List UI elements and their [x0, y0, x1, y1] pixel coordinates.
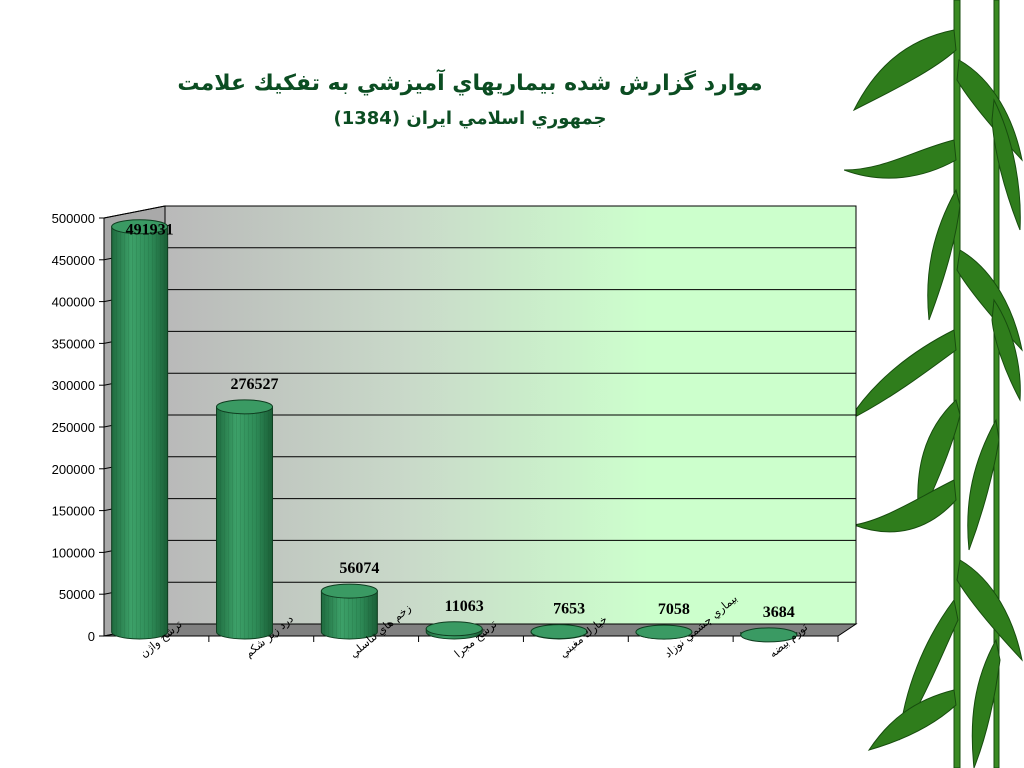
y-tick-label: 0	[88, 629, 95, 644]
bar-top	[530, 624, 588, 640]
y-tick-label: 150000	[52, 504, 95, 519]
data-label: 491931	[126, 222, 174, 239]
bar-top	[635, 624, 693, 640]
bar-top	[216, 399, 274, 415]
data-label: 276527	[231, 376, 279, 393]
y-tick-label: 400000	[52, 295, 95, 310]
bar-top	[425, 621, 483, 637]
data-label: 3684	[763, 604, 795, 621]
y-tick-label: 350000	[52, 336, 95, 351]
title-block: موارد گزارش شده بيماريهاي آميزشي به تفكي…	[120, 62, 820, 134]
data-label: 7058	[658, 601, 690, 618]
gridline-side	[103, 205, 166, 219]
bar-top	[320, 583, 378, 599]
chart-title: موارد گزارش شده بيماريهاي آميزشي به تفكي…	[177, 71, 763, 96]
y-tick-label: 100000	[52, 545, 95, 560]
data-label: 11063	[445, 598, 484, 615]
y-tick-label: 200000	[52, 462, 95, 477]
data-label: 7653	[553, 601, 585, 618]
bar-top	[740, 627, 798, 643]
bar-texture	[111, 226, 168, 640]
bar-texture	[321, 591, 378, 640]
bar-texture	[216, 406, 273, 640]
bamboo-leaves-decoration	[844, 0, 1023, 768]
bar-top	[111, 219, 169, 235]
y-tick-label: 500000	[52, 211, 95, 226]
y-tick-label: 250000	[52, 420, 95, 435]
y-tick-label: 450000	[52, 253, 95, 268]
data-label: 56074	[339, 560, 379, 577]
y-tick-label: 300000	[52, 378, 95, 393]
chart-subtitle: جمهوري اسلامي ايران (1384)	[333, 108, 607, 129]
y-tick-label: 50000	[59, 587, 95, 602]
